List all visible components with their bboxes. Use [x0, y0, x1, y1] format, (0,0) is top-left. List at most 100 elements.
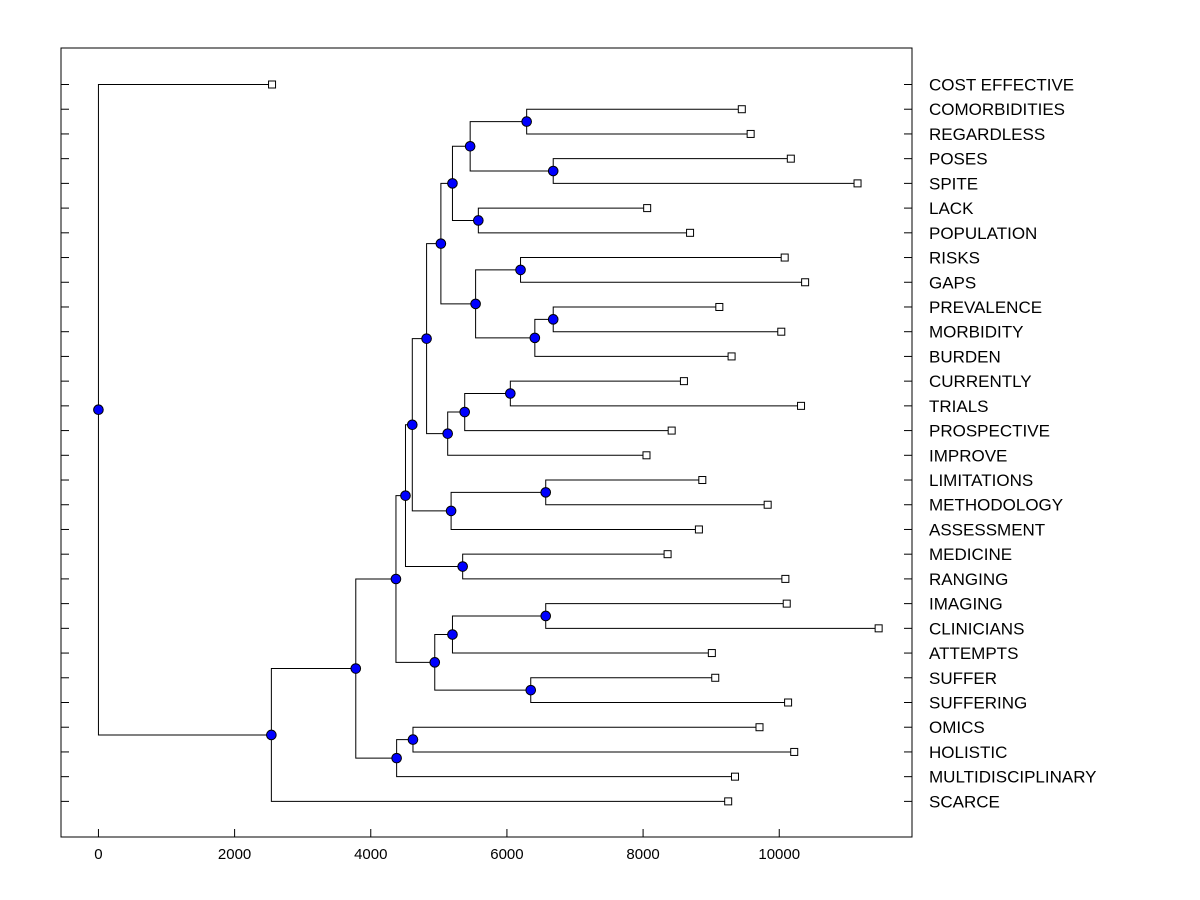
merge-node — [429, 657, 441, 668]
dendrogram-branch — [469, 121, 527, 147]
dendrogram-branch — [434, 662, 531, 691]
leaf-marker — [790, 747, 799, 756]
leaf-marker — [801, 278, 810, 287]
merge-node — [547, 165, 559, 177]
leaf-marker — [715, 302, 724, 311]
x-tick-label: 6000 — [490, 846, 523, 863]
leaf-marker — [667, 426, 676, 435]
dendrogram-branch — [552, 171, 858, 184]
merge-node — [470, 298, 481, 310]
leaf-marker — [694, 525, 703, 534]
leaf-label: METHODOLOGY — [929, 496, 1063, 515]
dendrogram-branch — [412, 739, 795, 753]
leaf-marker — [686, 228, 695, 237]
x-tick-label: 4000 — [354, 846, 387, 863]
leaf-marker — [777, 327, 786, 336]
dendrogram-branch — [426, 338, 448, 435]
merge-node — [515, 264, 526, 276]
dendrogram-branch — [396, 739, 413, 759]
leaf-label: MULTIDISCIPLINARY — [929, 768, 1097, 787]
leaf-label: SUFFERING — [929, 694, 1027, 713]
leaf-label: LIMITATIONS — [929, 471, 1033, 490]
merge-node — [266, 729, 277, 741]
dendrogram-branch — [270, 734, 729, 802]
leaf-label: IMAGING — [929, 595, 1003, 614]
merge-node — [505, 388, 516, 399]
dendrogram-branch — [411, 338, 427, 425]
leaf-label: IMPROVE — [929, 446, 1007, 465]
leaf-label: REGARDLESS — [929, 125, 1045, 144]
dendrogram-branch — [477, 220, 691, 234]
leaf-label: SPITE — [929, 174, 978, 193]
merge-node — [447, 178, 458, 189]
dendrogram-branch — [426, 243, 441, 339]
merge-node — [540, 487, 552, 498]
leaf-marker — [730, 772, 739, 781]
merge-node — [457, 561, 468, 572]
dendrogram-branch — [534, 318, 554, 338]
leaf-label: COST EFFECTIVE — [929, 76, 1074, 95]
leaf-label: POSES — [929, 150, 988, 169]
dendrogram-branch — [552, 158, 791, 172]
leaf-marker — [784, 698, 793, 707]
leaf-marker — [853, 179, 862, 188]
leaf-marker — [663, 550, 672, 559]
dendrogram-branch — [450, 510, 699, 530]
dendrogram-branch — [440, 182, 453, 244]
leaf-label: CURRENTLY — [929, 372, 1032, 391]
dendrogram-branch — [545, 603, 787, 616]
dendrogram-branch — [395, 578, 435, 663]
leaf-marker — [755, 723, 764, 732]
leaf-label: OMICS — [929, 718, 985, 737]
dendrogram-branch — [545, 492, 768, 506]
leaf-label: TRIALS — [929, 397, 989, 416]
dendrogram-branch — [451, 183, 479, 221]
leaf-marker — [679, 377, 688, 386]
merge-node — [547, 314, 559, 325]
dendrogram-branch — [469, 146, 554, 172]
leaf-marker — [698, 476, 707, 485]
leaf-marker — [642, 451, 651, 460]
leaf-label: RANGING — [929, 570, 1008, 589]
dendrogram-branch — [411, 424, 452, 512]
leaf-marker — [643, 204, 652, 213]
dendrogram-branch — [434, 634, 453, 663]
merge-node — [407, 734, 419, 745]
leaf-marker — [797, 401, 806, 410]
x-tick-label: 0 — [94, 846, 102, 863]
leaf-marker — [711, 673, 720, 682]
dendrogram-branch — [451, 145, 471, 184]
dendrogram-branch — [451, 615, 546, 635]
dendrogram-branch — [451, 634, 712, 654]
leaf-marker — [781, 574, 790, 583]
x-ticks: 0 2000 4000 6000 8000 10000 — [94, 829, 800, 863]
dendrogram-branch — [450, 491, 546, 511]
merge-node — [525, 684, 537, 696]
merge-node — [435, 238, 447, 249]
merge-node — [521, 116, 532, 127]
leaf-marker — [737, 105, 746, 114]
dendrogram-branch — [464, 393, 511, 413]
merge-node — [350, 663, 362, 674]
leaf-label: HOLISTIC — [929, 743, 1007, 762]
leaf-marker — [786, 154, 795, 163]
x-tick-label: 2000 — [218, 846, 251, 863]
leaf-marker — [782, 599, 791, 608]
leaf-marker — [724, 797, 733, 806]
merge-node — [459, 406, 471, 418]
leaf-label: ASSESSMENT — [929, 520, 1045, 539]
dendrogram-branch — [545, 615, 879, 629]
leaf-label: PREVALENCE — [929, 298, 1042, 317]
dendrogram-branch — [395, 495, 406, 579]
leaf-label: MEDICINE — [929, 545, 1012, 564]
leaf-label: RISKS — [929, 249, 980, 268]
dendrogram-branch — [355, 668, 397, 759]
leaf-marker — [727, 352, 736, 361]
dendrogram-branch — [270, 668, 356, 735]
dendrogram-branch — [552, 319, 782, 333]
x-tick-label: 10000 — [758, 846, 800, 863]
merge-node — [421, 333, 432, 344]
leaf-marker — [874, 624, 883, 633]
dendrogram-branch — [404, 424, 413, 496]
